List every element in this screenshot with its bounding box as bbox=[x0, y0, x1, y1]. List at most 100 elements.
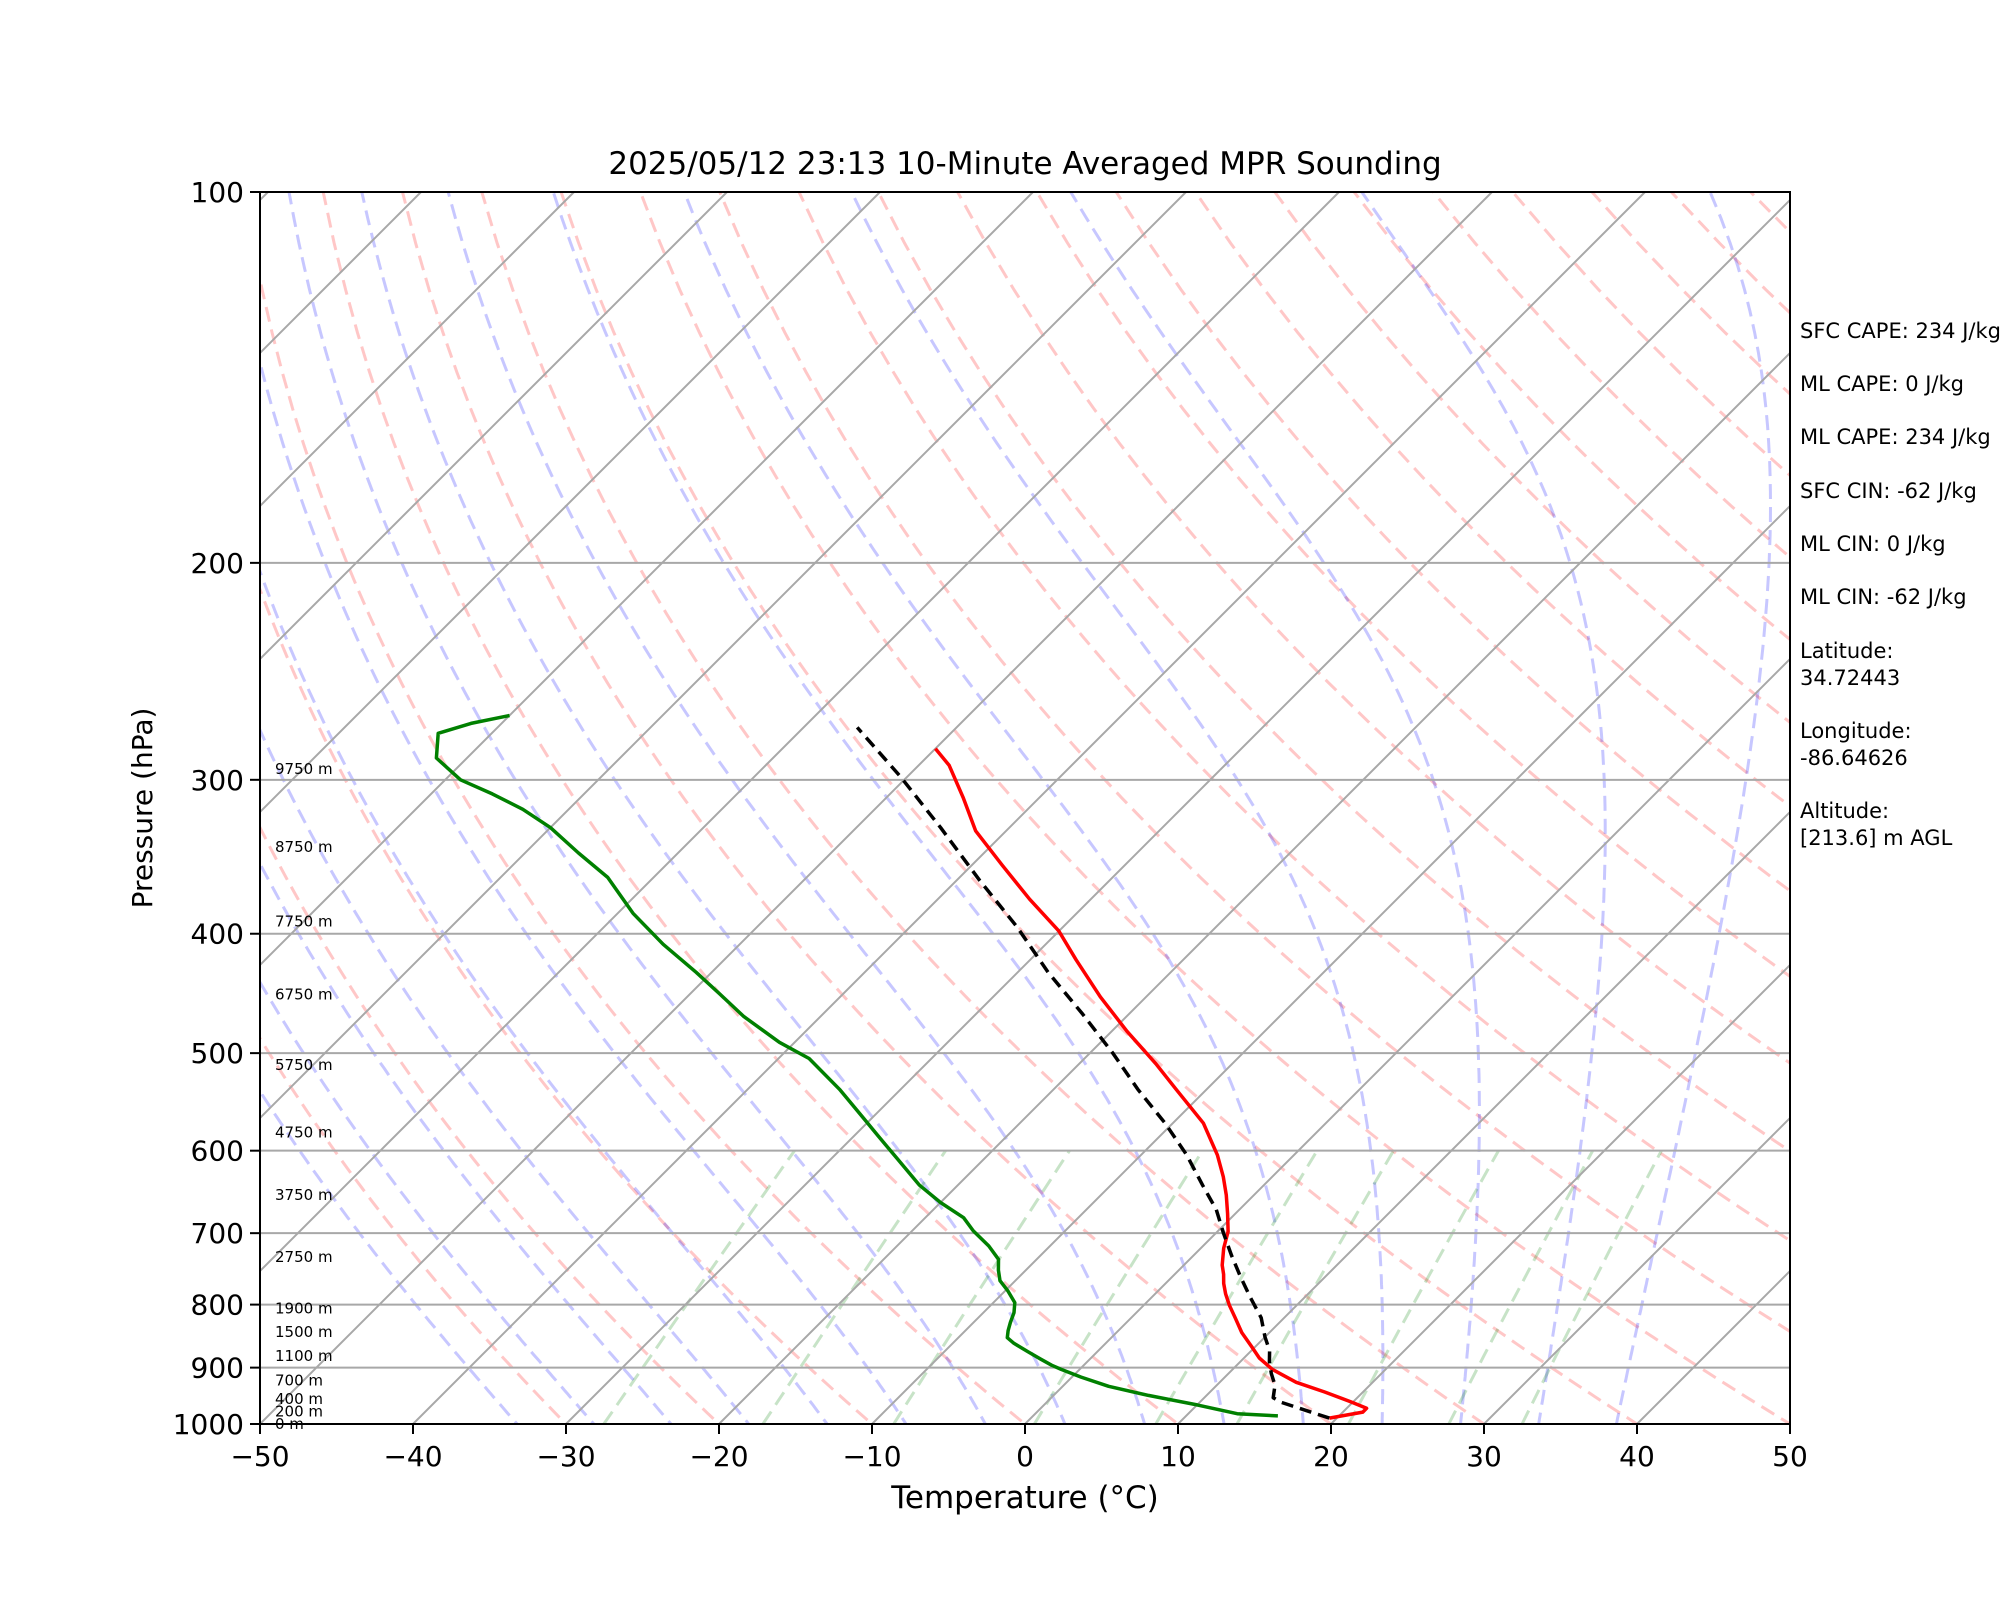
height-label: 4750 m bbox=[275, 1124, 333, 1142]
y-tick-label: 900 bbox=[191, 1352, 244, 1385]
height-label: 3750 m bbox=[275, 1186, 333, 1204]
height-label: 200 m bbox=[275, 1403, 323, 1421]
dry-adiabat bbox=[321, 192, 1181, 1424]
isotherm bbox=[871, 504, 1790, 1424]
y-axis: 1000 900 800 700 600 500 400 300 200 100 bbox=[173, 176, 260, 1441]
dry-adiabat bbox=[260, 1035, 569, 1424]
mixing-ratio-line bbox=[1033, 1149, 1204, 1424]
height-label: 2750 m bbox=[275, 1248, 333, 1266]
dewpoint-line bbox=[434, 713, 1278, 1418]
sfc-cape-text: SFC CAPE: 234 J/kg bbox=[1800, 319, 2000, 343]
temperature-line bbox=[934, 747, 1369, 1420]
ml-cape-text-2: ML CAPE: 234 J/kg bbox=[1800, 425, 1991, 449]
moist-adiabat bbox=[260, 979, 596, 1424]
ml-cape-text: ML CAPE: 0 J/kg bbox=[1800, 372, 1965, 396]
dry-adiabat bbox=[1194, 192, 1790, 809]
x-tick-label: −40 bbox=[383, 1440, 442, 1473]
y-axis-label: Pressure (hPa) bbox=[126, 708, 159, 909]
height-label: 9750 m bbox=[275, 760, 333, 778]
mixing-ratio-line bbox=[1520, 1150, 1663, 1424]
isotherm bbox=[260, 192, 1187, 1120]
background-lines bbox=[260, 192, 1790, 1424]
dry-adiabat bbox=[260, 271, 1028, 1424]
y-tick-label: 600 bbox=[191, 1135, 244, 1168]
height-label: 1900 m bbox=[275, 1300, 333, 1318]
parcel-profile-line bbox=[855, 726, 1330, 1420]
y-tick-label: 400 bbox=[191, 918, 244, 951]
isotherm bbox=[718, 351, 1790, 1424]
dry-adiabat bbox=[1114, 192, 1790, 893]
x-tick-label: 10 bbox=[1160, 1440, 1196, 1473]
x-tick-label: −50 bbox=[230, 1440, 289, 1473]
dry-adiabat bbox=[956, 192, 1790, 1065]
ml-cin-text: ML CIN: 0 J/kg bbox=[1800, 532, 1946, 556]
longitude-label: Longitude: bbox=[1800, 719, 1912, 743]
isotherm bbox=[260, 192, 881, 814]
height-label: 400 m bbox=[275, 1390, 323, 1408]
x-tick-label: −20 bbox=[689, 1440, 748, 1473]
moist-adiabat bbox=[1614, 192, 1773, 1424]
latitude-label: Latitude: bbox=[1800, 639, 1894, 663]
chart-title: 2025/05/12 23:13 10-Minute Averaged MPR … bbox=[608, 146, 1441, 182]
y-tick-label: 700 bbox=[191, 1217, 244, 1250]
dry-adiabat bbox=[260, 824, 722, 1424]
dry-adiabat bbox=[639, 192, 1790, 1424]
y-tick-label: 300 bbox=[191, 764, 244, 797]
isotherm bbox=[260, 192, 1493, 1424]
x-tick-label: 30 bbox=[1466, 1440, 1502, 1473]
isotherm bbox=[1024, 657, 1790, 1424]
dry-adiabat bbox=[876, 192, 1790, 1153]
dry-adiabat bbox=[260, 585, 875, 1424]
plot-frame bbox=[259, 191, 1791, 1425]
moist-adiabat bbox=[287, 192, 988, 1424]
moist-adiabat bbox=[260, 567, 829, 1424]
height-label: 7750 m bbox=[275, 913, 333, 931]
ml-cin-text-2: ML CIN: -62 J/kg bbox=[1800, 585, 1967, 609]
moist-adiabat bbox=[260, 1088, 520, 1424]
x-tick-label: 20 bbox=[1313, 1440, 1349, 1473]
height-label: 8750 m bbox=[275, 838, 333, 856]
isotherm bbox=[1330, 963, 1790, 1424]
mixing-ratio-line bbox=[892, 1149, 1071, 1424]
moist-adiabat bbox=[260, 356, 908, 1424]
x-axis: −50 −40 −30 −20 −10 0 10 20 30 40 50 bbox=[230, 1424, 1808, 1473]
isotherm bbox=[1177, 810, 1790, 1424]
moist-adiabat bbox=[260, 860, 673, 1424]
dry-adiabat bbox=[401, 192, 1334, 1424]
isotherm bbox=[1483, 1116, 1790, 1424]
y-tick-label: 800 bbox=[191, 1289, 244, 1322]
isotherm bbox=[260, 192, 1034, 967]
height-label: 1500 m bbox=[275, 1323, 333, 1341]
dry-adiabat bbox=[718, 192, 1790, 1334]
latitude-value: 34.72443 bbox=[1800, 666, 1901, 690]
y-tick-label: 500 bbox=[191, 1037, 244, 1070]
height-label: 1100 m bbox=[275, 1347, 333, 1365]
height-label: 5750 m bbox=[275, 1056, 333, 1074]
moist-adiabat bbox=[551, 192, 1226, 1424]
y-tick-label: 100 bbox=[191, 176, 244, 209]
x-tick-label: 40 bbox=[1619, 1440, 1655, 1473]
isotherm bbox=[565, 198, 1790, 1424]
isotherm bbox=[260, 192, 575, 508]
isotherm bbox=[260, 192, 728, 661]
altitude-value: [213.6] m AGL bbox=[1800, 826, 1953, 850]
height-label: 6750 m bbox=[275, 985, 333, 1003]
moist-adiabat bbox=[682, 192, 1305, 1424]
moist-adiabat bbox=[260, 726, 751, 1424]
x-tick-label: −30 bbox=[536, 1440, 595, 1473]
sfc-cin-text: SFC CIN: -62 J/kg bbox=[1800, 479, 1977, 503]
y-tick-label: 200 bbox=[191, 547, 244, 580]
moist-adiabat bbox=[446, 192, 1147, 1424]
sounding-series bbox=[434, 713, 1369, 1420]
mixing-ratio-line bbox=[1447, 1149, 1595, 1424]
x-tick-label: −10 bbox=[842, 1440, 901, 1473]
height-label: 700 m bbox=[275, 1372, 323, 1390]
altitude-label: Altitude: bbox=[1800, 799, 1890, 823]
isotherm bbox=[412, 192, 1646, 1424]
x-tick-label: 50 bbox=[1772, 1440, 1808, 1473]
height-label: 0 m bbox=[275, 1415, 304, 1433]
dry-adiabat bbox=[797, 192, 1790, 1243]
longitude-value: -86.64626 bbox=[1800, 746, 1908, 770]
dry-adiabat bbox=[480, 192, 1487, 1424]
